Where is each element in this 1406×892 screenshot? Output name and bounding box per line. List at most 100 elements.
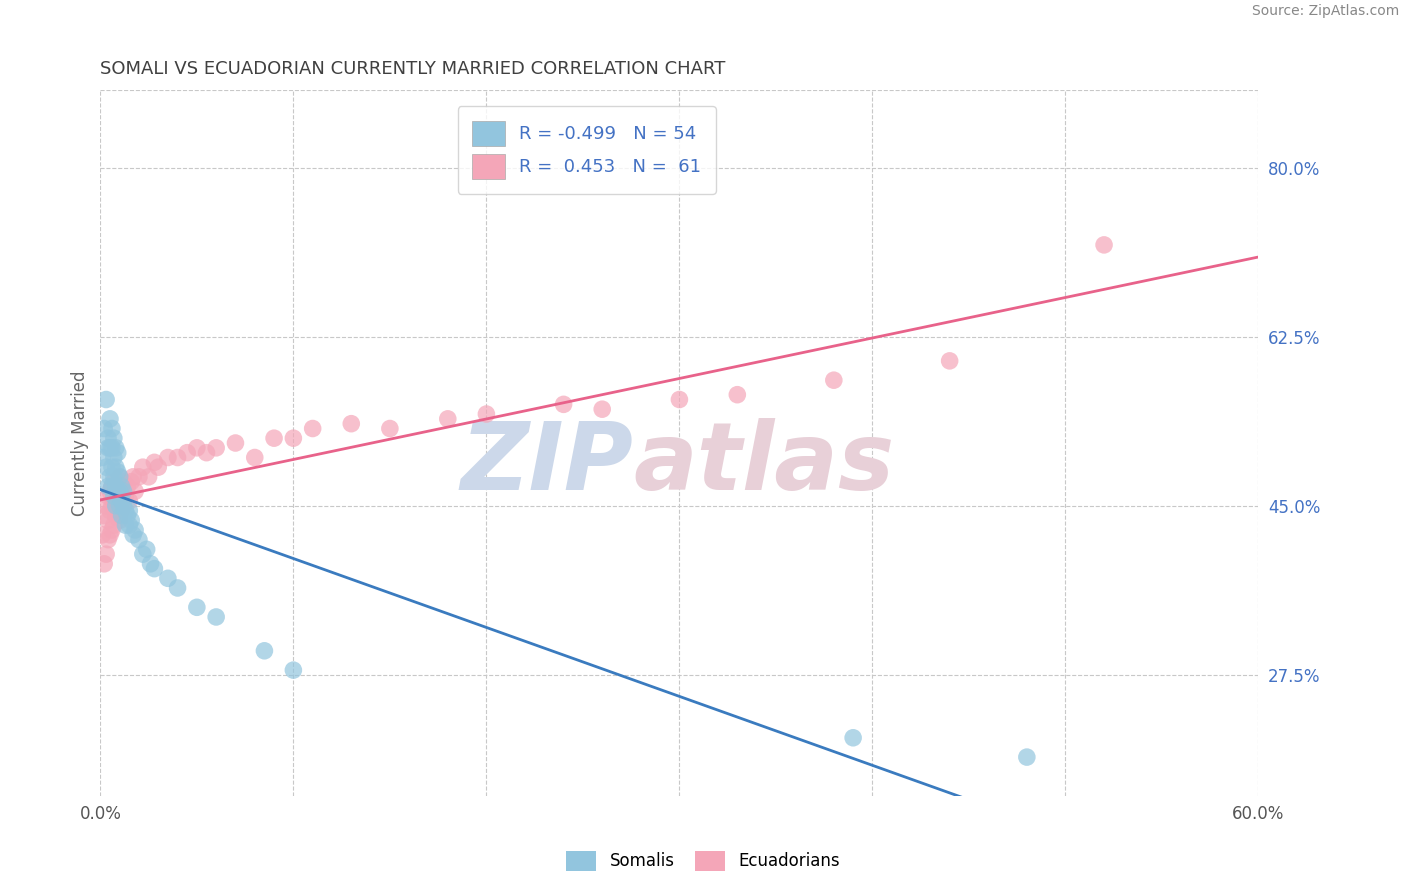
Point [138,470,160,484]
Point [283,663,305,677]
Point [97,533,120,547]
Point [112,484,135,499]
Point [553,397,575,411]
Point [98,441,121,455]
Point [114,489,136,503]
Point [104,489,127,503]
Point [107,445,129,459]
Point [103,518,125,533]
Point [143,455,166,469]
Point [1015,750,1038,764]
Point [101,479,124,493]
Point [104,499,127,513]
Point [103,475,125,489]
Point [436,412,458,426]
Point [110,503,132,517]
Point [120,513,142,527]
Point [108,489,131,503]
Point [98,484,121,499]
Point [98,503,121,517]
Point [301,421,323,435]
Point [104,460,127,475]
Point [1092,238,1115,252]
Point [938,354,960,368]
Point [156,571,179,585]
Point [378,421,401,435]
Text: atlas: atlas [633,418,894,510]
Point [110,484,132,499]
Legend: Somalis, Ecuadorians: Somalis, Ecuadorians [558,842,848,880]
Text: Source: ZipAtlas.com: Source: ZipAtlas.com [1251,4,1399,19]
Point [340,417,363,431]
Point [118,494,141,508]
Point [93,557,115,571]
Point [101,479,124,493]
Legend: R = -0.499   N = 54, R =  0.453   N =  61: R = -0.499 N = 54, R = 0.453 N = 61 [458,106,716,194]
Point [668,392,690,407]
Point [166,581,188,595]
Point [224,436,246,450]
Point [97,513,120,527]
Point [108,470,131,484]
Point [107,479,129,493]
Point [591,402,613,417]
Point [186,600,208,615]
Point [103,489,125,503]
Point [114,518,136,533]
Point [112,499,135,513]
Point [112,494,135,508]
Point [103,431,125,445]
Point [195,445,218,459]
Point [93,508,115,523]
Point [243,450,266,465]
Point [94,460,117,475]
Point [110,479,132,493]
Point [118,503,141,517]
Point [186,441,208,455]
Point [120,475,142,489]
Point [97,441,120,455]
Point [103,470,125,484]
Point [103,494,125,508]
Point [143,561,166,575]
Point [91,450,114,465]
Point [98,470,121,484]
Point [103,450,125,465]
Point [94,547,117,561]
Point [263,431,285,445]
Point [97,479,120,493]
Point [108,513,131,527]
Point [101,460,124,475]
Point [148,460,170,475]
Point [132,460,155,475]
Point [176,445,198,459]
Point [725,387,748,401]
Point [128,533,150,547]
Point [117,508,139,523]
Point [104,508,127,523]
Point [283,431,305,445]
Point [124,484,146,499]
Point [108,484,131,499]
Point [117,479,139,493]
Point [104,441,127,455]
Point [101,441,124,455]
Point [107,503,129,517]
Point [253,644,276,658]
Point [97,431,120,445]
Point [122,470,145,484]
Point [132,547,155,561]
Point [93,421,115,435]
Point [107,465,129,479]
Point [110,508,132,523]
Point [112,475,135,489]
Point [205,610,228,624]
Point [108,470,131,484]
Point [124,523,146,537]
Point [166,450,188,465]
Y-axis label: Currently Married: Currently Married [72,370,89,516]
Point [101,499,124,513]
Point [104,479,127,493]
Text: ZIP: ZIP [460,418,633,510]
Point [94,392,117,407]
